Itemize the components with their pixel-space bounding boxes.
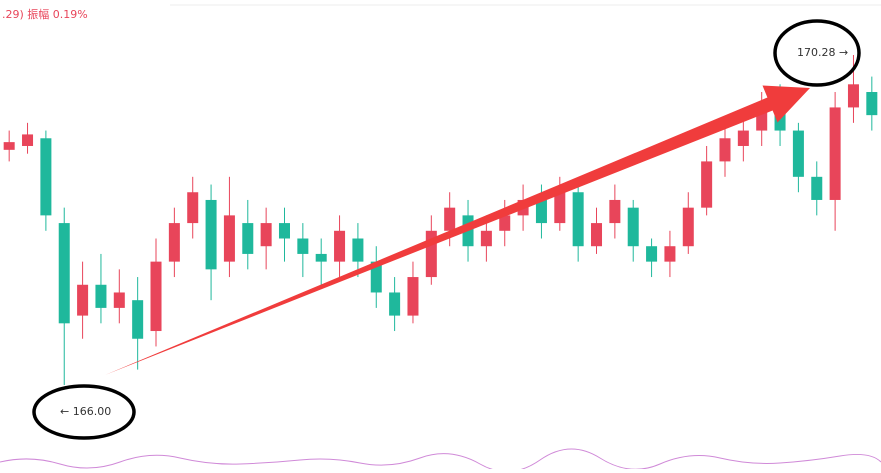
candle-body xyxy=(389,292,401,316)
candle-body xyxy=(682,207,694,247)
candle-body xyxy=(297,238,309,254)
candle-body xyxy=(22,134,34,146)
candle-body xyxy=(3,142,15,150)
high-label: 170.28 → xyxy=(797,46,848,59)
high-circle xyxy=(773,19,861,87)
candle-body xyxy=(829,107,841,200)
candle-body xyxy=(40,138,52,216)
candle-body xyxy=(701,161,713,208)
candle-body xyxy=(591,223,603,247)
candle-body xyxy=(150,261,162,332)
candle-body xyxy=(425,230,437,278)
header-text: .29) 振幅 0.19% xyxy=(2,7,88,21)
candle-body xyxy=(223,215,235,262)
candle-body xyxy=(260,223,272,247)
candle-body xyxy=(58,223,70,324)
candle-body xyxy=(242,223,254,254)
candle-body xyxy=(499,215,511,231)
candle-body xyxy=(664,246,676,262)
candle-body xyxy=(535,199,547,224)
candle-body xyxy=(205,199,217,270)
candle-body xyxy=(370,261,382,293)
candle-body xyxy=(352,238,364,262)
low-circle xyxy=(32,384,136,440)
candle-body xyxy=(719,138,731,162)
candle-body xyxy=(480,230,492,247)
candle-body xyxy=(113,292,125,308)
candle-body xyxy=(811,176,823,200)
candle-body xyxy=(407,277,419,316)
candle-body xyxy=(572,192,584,247)
candle-body xyxy=(168,223,180,262)
candle-body xyxy=(847,84,859,108)
candle-body xyxy=(334,230,346,262)
candle-body xyxy=(646,246,658,262)
candle-body xyxy=(315,253,327,262)
candle-body xyxy=(444,207,456,231)
candle-body xyxy=(756,107,768,131)
candle-body xyxy=(627,207,639,247)
candle-body xyxy=(132,300,144,339)
low-label: ← 166.00 xyxy=(60,405,111,418)
candle-body xyxy=(95,284,107,308)
candle-body xyxy=(278,223,290,239)
candle-body xyxy=(554,192,566,224)
candle-body xyxy=(77,284,89,316)
indicator-line xyxy=(0,448,881,473)
candle-body xyxy=(866,92,878,116)
candle-body xyxy=(609,199,621,224)
candle-body xyxy=(792,130,804,177)
trend-arrow xyxy=(105,85,810,375)
candle-body xyxy=(737,130,749,146)
candle-body xyxy=(187,192,199,224)
